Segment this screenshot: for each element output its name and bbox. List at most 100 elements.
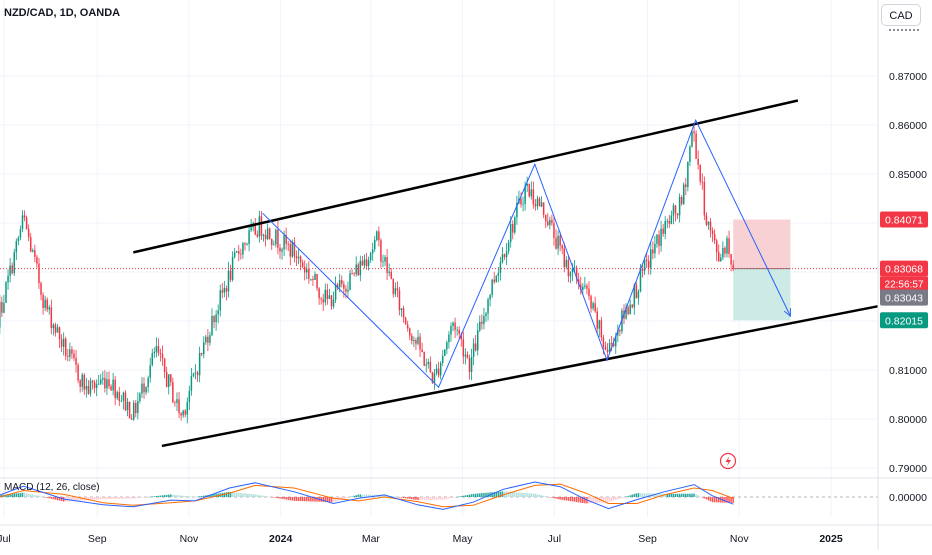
- macd-histogram-bar: [283, 497, 285, 500]
- time-tick-label: Nov: [180, 533, 199, 545]
- time-tick-label: Nov: [730, 533, 749, 545]
- candle: [409, 327, 411, 341]
- macd-histogram-bar: [38, 496, 40, 497]
- candle-body: [378, 231, 380, 241]
- macd-histogram-bar: [409, 497, 411, 499]
- candle-body: [141, 383, 143, 394]
- candle: [563, 242, 566, 273]
- candle: [287, 240, 289, 252]
- candle-body: [633, 284, 636, 308]
- candle: [110, 384, 112, 391]
- candle-body: [283, 234, 285, 250]
- stop-price-label-text: 0.84071: [885, 215, 923, 227]
- macd-histogram-bar: [528, 493, 530, 497]
- candle: [423, 351, 425, 367]
- candle: [386, 249, 388, 281]
- candle-body: [316, 274, 318, 289]
- macd-histogram-bar: [481, 493, 483, 497]
- macd-histogram-bar: [697, 495, 699, 497]
- candle-body: [437, 368, 440, 376]
- macd-histogram-bar: [359, 494, 362, 497]
- candle-body: [602, 337, 605, 347]
- candle-body: [470, 356, 473, 373]
- macd-histogram-bar: [141, 497, 143, 498]
- candle-body: [320, 298, 322, 300]
- macd-histogram-bar: [297, 497, 300, 502]
- macd-histogram-bar: [13, 493, 15, 497]
- candle: [439, 361, 442, 380]
- candle: [509, 216, 512, 248]
- candle-body: [60, 339, 63, 347]
- macd-histogram-bar: [85, 497, 88, 501]
- macd-histogram-bar: [520, 492, 522, 497]
- macd-histogram-bar: [538, 494, 541, 497]
- candle: [627, 305, 629, 316]
- candle: [54, 322, 57, 337]
- macd-histogram-bar: [328, 497, 331, 503]
- candle-body: [411, 335, 413, 341]
- candle: [273, 240, 275, 246]
- candle-body: [258, 216, 261, 237]
- candle: [13, 248, 15, 276]
- candle: [270, 238, 273, 251]
- macd-histogram-bar: [623, 497, 625, 498]
- drawings-layer: [0, 99, 878, 470]
- candle-body: [343, 283, 345, 289]
- candle-body: [93, 382, 96, 388]
- candle-body: [256, 234, 259, 237]
- candle-body: [79, 380, 81, 387]
- last-price-label-bg: [880, 260, 928, 277]
- candle: [363, 254, 366, 269]
- candle-body: [563, 248, 566, 268]
- candle-body: [551, 219, 553, 224]
- macd-histogram-bar: [709, 497, 712, 502]
- price-tick-label: 0.80000: [889, 414, 927, 426]
- candle-body: [50, 307, 53, 329]
- macd-histogram-bar: [266, 496, 269, 497]
- candle: [664, 216, 666, 240]
- candle: [32, 248, 34, 253]
- candle-body: [330, 295, 333, 307]
- candle: [67, 348, 69, 362]
- candle-body: [526, 184, 528, 186]
- candle-body: [238, 251, 240, 254]
- macd-histogram-bar: [398, 497, 401, 498]
- macd-histogram-bar: [643, 493, 646, 497]
- currency-button[interactable]: CAD: [881, 4, 921, 26]
- take-profit-zone: [733, 268, 791, 321]
- macd-histogram-bar: [351, 496, 353, 497]
- macd-histogram-bar: [596, 497, 598, 503]
- candle-body: [128, 401, 131, 419]
- candle-body: [707, 221, 710, 225]
- macd-histogram-bar: [332, 497, 335, 503]
- candle: [161, 345, 164, 366]
- candle: [180, 412, 182, 421]
- candle: [266, 223, 269, 241]
- candle-body: [295, 256, 298, 259]
- candle: [213, 315, 215, 329]
- macd-histogram-bar: [582, 497, 584, 503]
- macd-histogram-bar: [244, 493, 246, 497]
- macd-histogram-bar: [343, 497, 345, 499]
- macd-histogram-bar: [275, 497, 277, 498]
- candle: [221, 282, 224, 299]
- candle-body: [664, 221, 666, 234]
- candle: [102, 371, 104, 385]
- candle-body: [703, 181, 706, 216]
- macd-histogram-bar: [509, 491, 512, 497]
- candle-body: [297, 256, 300, 259]
- candle-body: [557, 235, 559, 249]
- candle-body: [120, 400, 123, 402]
- candle-body: [77, 364, 79, 381]
- macd-histogram-bar: [573, 497, 576, 502]
- candle-body: [732, 264, 734, 269]
- macd-histogram-bar: [718, 497, 720, 503]
- candle: [411, 332, 413, 345]
- candle-body: [713, 233, 716, 241]
- candle-body: [542, 202, 545, 215]
- candle: [293, 237, 296, 263]
- candle-body: [427, 361, 430, 365]
- macd-histogram-bar: [429, 497, 432, 500]
